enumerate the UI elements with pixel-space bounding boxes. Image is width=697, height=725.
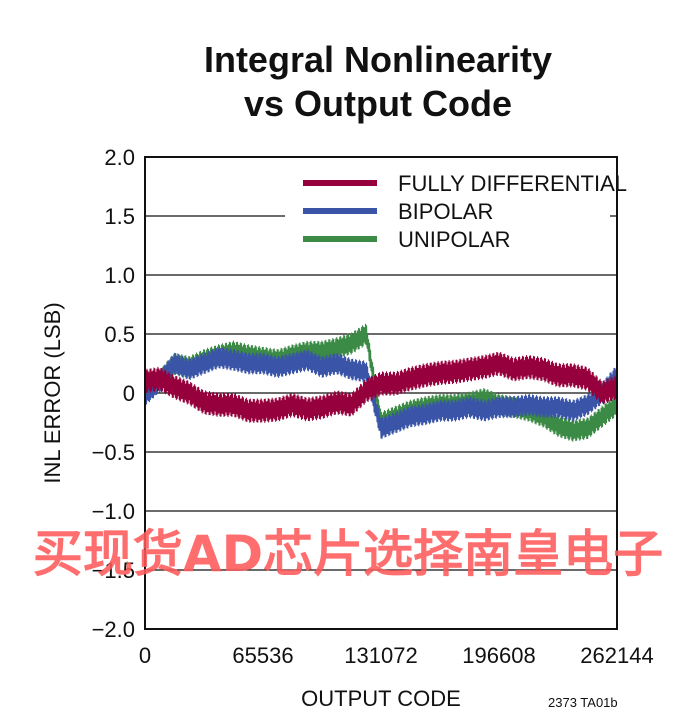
x-tick-label: 65536: [232, 643, 293, 668]
series-line: [144, 351, 618, 424]
legend-label: UNIPOLAR: [398, 227, 510, 252]
series-layer: [144, 323, 618, 442]
y-tick-label: −1.0: [92, 499, 135, 524]
legend-label: BIPOLAR: [398, 199, 493, 224]
y-tick-label: 1.0: [104, 263, 135, 288]
watermark-text: 买现货AD芯片选择南皇电子: [33, 525, 663, 583]
x-axis-label: OUTPUT CODE: [301, 686, 461, 711]
y-tick-labels: 2.0 1.5 1.0 0.5 0 −0.5 −1.0 −1.5 −2.0: [92, 145, 135, 642]
x-tick-label: 196608: [462, 643, 535, 668]
y-tick-label: 0: [123, 381, 135, 406]
y-tick-label: −0.5: [92, 440, 135, 465]
y-tick-label: 0.5: [104, 322, 135, 347]
y-tick-label: 2.0: [104, 145, 135, 170]
legend: FULLY DIFFERENTIAL BIPOLAR UNIPOLAR: [303, 171, 627, 252]
x-tick-label: 131072: [344, 643, 417, 668]
x-tick-labels: 0 65536 131072 196608 262144: [139, 643, 654, 668]
chart-title-line2: vs Output Code: [244, 83, 512, 124]
legend-label: FULLY DIFFERENTIAL: [398, 171, 627, 196]
x-tick-label: 0: [139, 643, 151, 668]
chart-title-line1: Integral Nonlinearity: [204, 39, 552, 80]
y-tick-label: −1.5: [92, 558, 135, 583]
y-axis-label: INL ERROR (LSB): [40, 302, 65, 483]
figure-code: 2373 TA01b: [548, 695, 618, 710]
plot-frame: [144, 156, 618, 630]
x-tick-label: 262144: [580, 643, 653, 668]
series-1: [144, 346, 618, 440]
y-tick-label: 1.5: [104, 204, 135, 229]
series-0: [144, 351, 618, 424]
series-line: [144, 346, 618, 440]
y-tick-label: −2.0: [92, 617, 135, 642]
